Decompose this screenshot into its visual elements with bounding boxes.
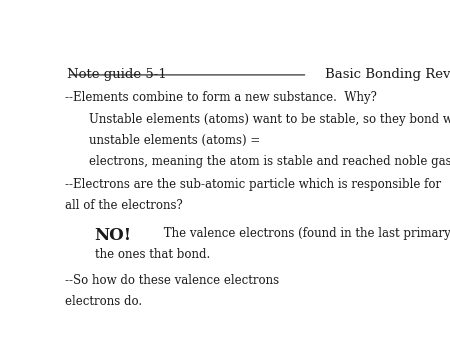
Text: --So how do these valence electrons: --So how do these valence electrons [65, 274, 283, 287]
Text: Unstable elements (atoms) want to be stable, so they bond with other: Unstable elements (atoms) want to be sta… [90, 113, 450, 126]
Text: --Electrons are the sub-atomic particle which is responsible for: --Electrons are the sub-atomic particle … [65, 178, 445, 192]
Text: Note guide 5-1: Note guide 5-1 [67, 68, 166, 81]
Text: unstable elements (atoms) =: unstable elements (atoms) = [90, 134, 268, 147]
Text: electrons do.: electrons do. [65, 295, 142, 308]
Text: the ones that bond.: the ones that bond. [94, 248, 210, 261]
Text: --Elements combine to form a new substance.  Why?: --Elements combine to form a new substan… [65, 91, 377, 104]
Text: all of the electrons?: all of the electrons? [65, 199, 183, 212]
Text: The valence electrons (found in the last primary energy level) are: The valence electrons (found in the last… [160, 227, 450, 240]
Text: Basic Bonding Review: Basic Bonding Review [308, 68, 450, 81]
Text: NO!: NO! [94, 227, 132, 244]
Text: electrons, meaning the atom is stable and reached noble gas config): electrons, meaning the atom is stable an… [90, 154, 450, 168]
